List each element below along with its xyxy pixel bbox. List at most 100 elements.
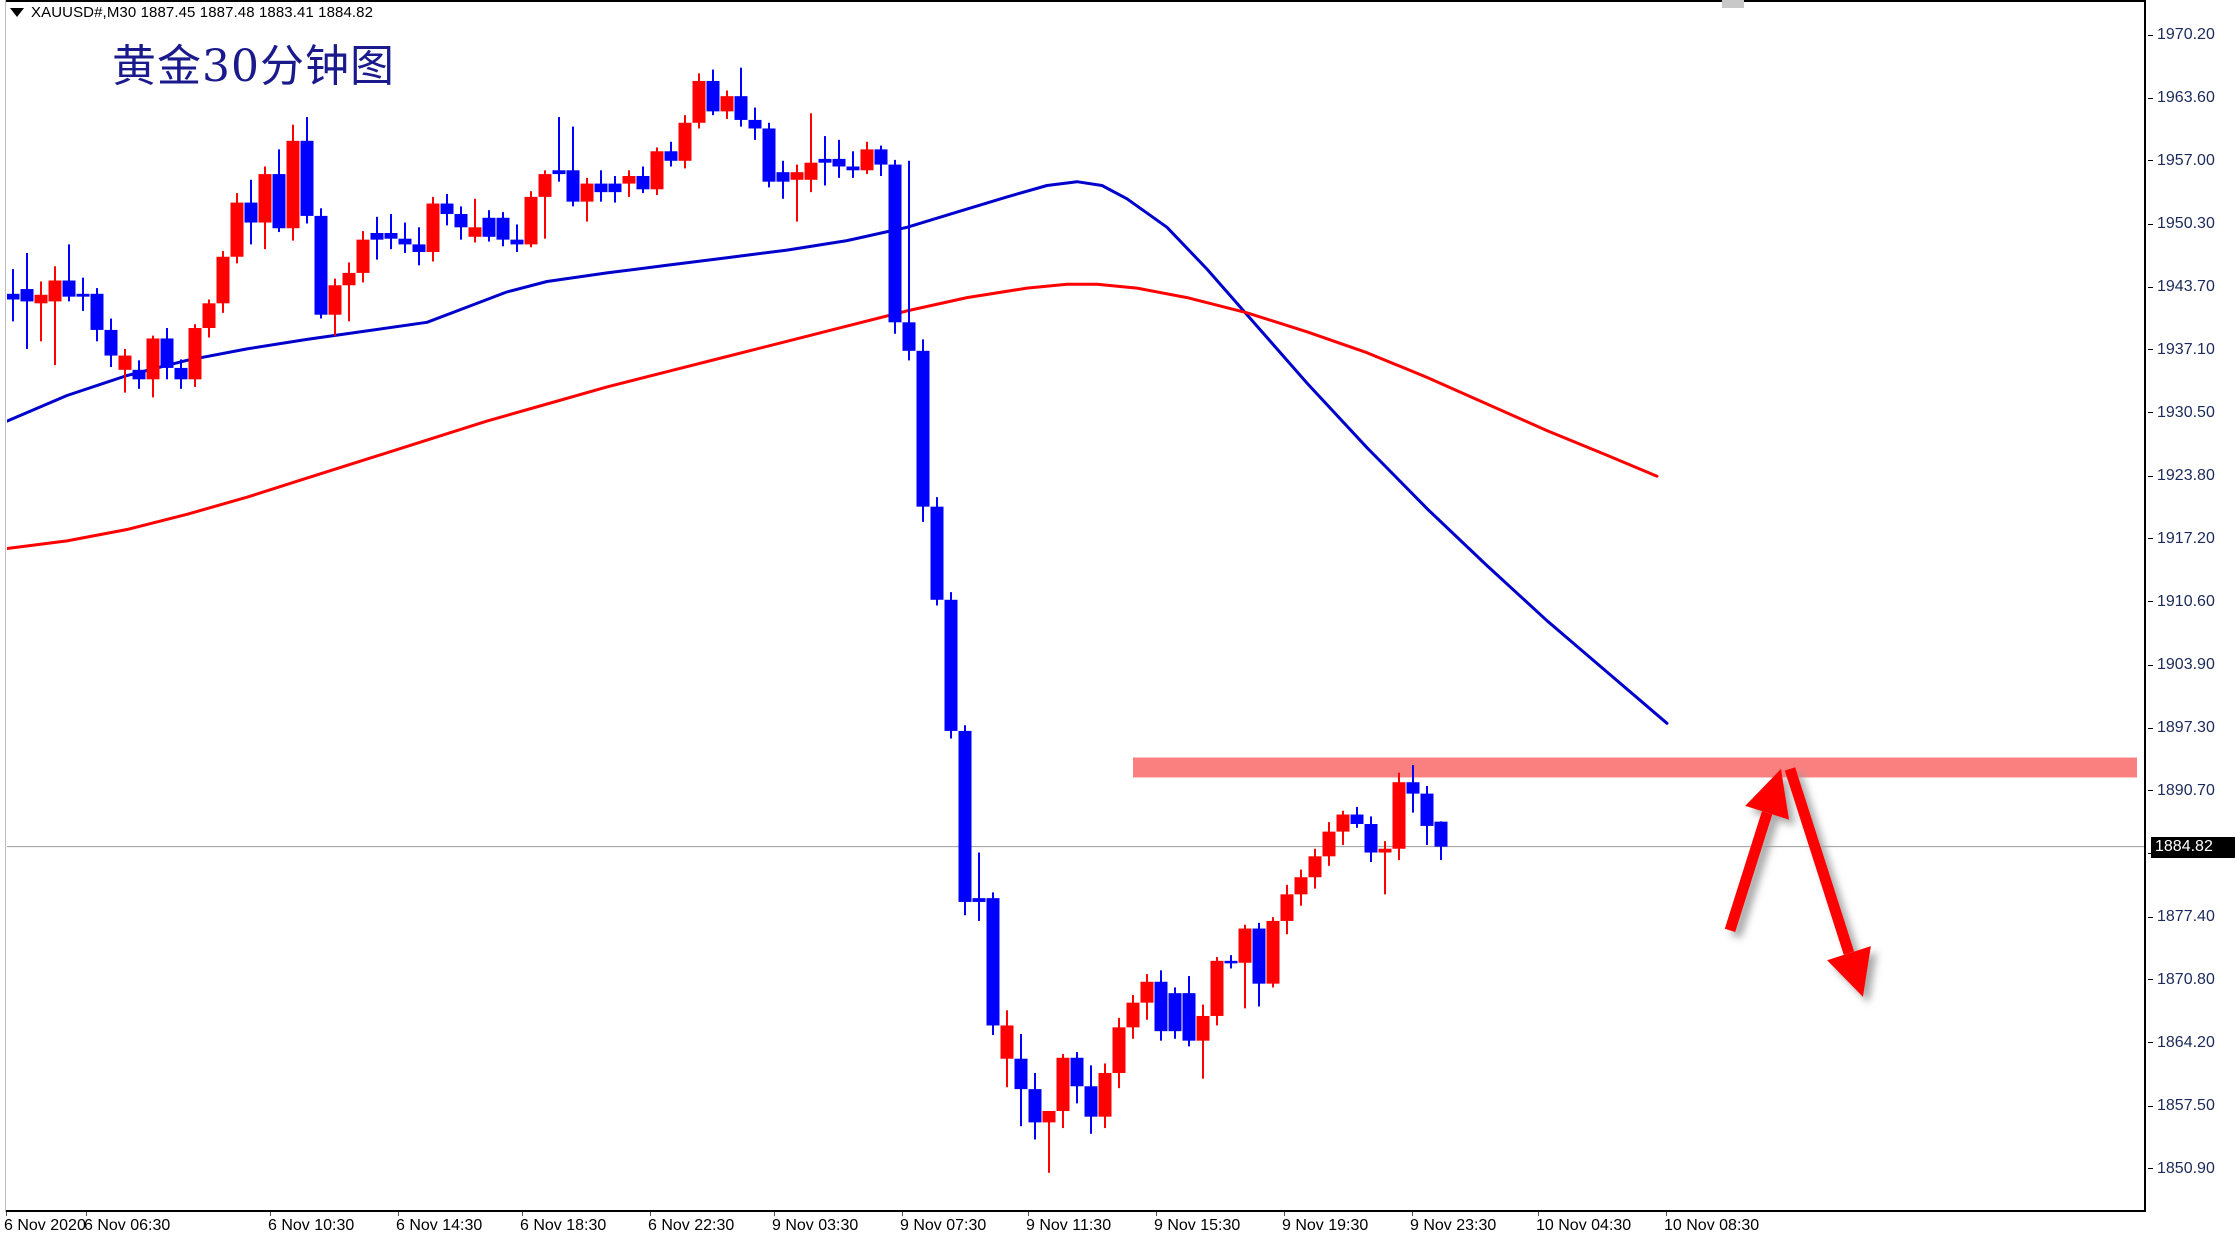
price-tick-mark bbox=[2148, 97, 2153, 99]
time-tick-mark bbox=[1156, 1212, 1157, 1216]
candle-body bbox=[874, 149, 888, 165]
time-tick-label: 10 Nov 08:30 bbox=[1664, 1217, 1760, 1234]
candle-body bbox=[1070, 1057, 1084, 1087]
candle-body bbox=[622, 175, 636, 184]
candle-body bbox=[7, 293, 20, 300]
price-tick-label: 1930.50 bbox=[2157, 403, 2215, 421]
candle-body bbox=[300, 140, 314, 216]
candle-body bbox=[552, 170, 566, 175]
candle-body bbox=[174, 367, 188, 380]
resistance-band-layer bbox=[1133, 757, 2137, 778]
price-tick-mark bbox=[2148, 916, 2153, 918]
candle-body bbox=[510, 239, 524, 245]
candle-body bbox=[272, 174, 286, 229]
time-tick-label: 9 Nov 07:30 bbox=[900, 1217, 987, 1234]
candle-body bbox=[1000, 1025, 1014, 1059]
candle-body bbox=[860, 149, 874, 171]
price-tick-mark bbox=[2148, 852, 2153, 854]
candle-body bbox=[706, 80, 720, 112]
time-tick-mark bbox=[1028, 1212, 1029, 1216]
time-tick-label: 6 Nov 18:30 bbox=[520, 1217, 607, 1234]
price-axis[interactable]: 1884.82 1970.20 1963.60 1957.00 1950.30 1943… bbox=[2148, 0, 2237, 1212]
candle-body bbox=[902, 322, 916, 351]
price-tick-mark bbox=[2148, 286, 2153, 288]
candle-body bbox=[1350, 814, 1364, 825]
price-tick: 1897.30 bbox=[2148, 719, 2215, 737]
price-tick: 1910.60 bbox=[2148, 593, 2215, 611]
price-tick-mark bbox=[2148, 1042, 2153, 1044]
candle-body bbox=[930, 506, 944, 600]
candle-body bbox=[1322, 831, 1336, 857]
time-tick-label: 9 Nov 11:30 bbox=[1026, 1217, 1112, 1234]
candle-body bbox=[944, 599, 958, 731]
arrow-shaft bbox=[1784, 767, 1855, 955]
time-tick-mark bbox=[6, 1212, 7, 1216]
price-tick-mark bbox=[2148, 601, 2153, 603]
candle-body bbox=[762, 128, 776, 182]
candle-body bbox=[958, 730, 972, 902]
price-tick-mark bbox=[2148, 664, 2153, 666]
candle-body bbox=[230, 202, 244, 257]
price-tick-mark bbox=[2148, 475, 2153, 477]
price-tick-mark bbox=[2148, 538, 2153, 540]
candle-body bbox=[76, 293, 90, 297]
candle-body bbox=[1140, 981, 1154, 1003]
time-tick-label: 6 Nov 06:30 bbox=[84, 1217, 171, 1234]
chart-plot-frame bbox=[0, 0, 2146, 1212]
candle-body bbox=[1336, 814, 1350, 832]
candle-body bbox=[692, 80, 706, 123]
candle-body bbox=[132, 369, 146, 380]
candle-body bbox=[160, 338, 174, 368]
candle-body bbox=[832, 158, 846, 167]
candle-body bbox=[1112, 1027, 1126, 1073]
time-tick-mark bbox=[774, 1212, 775, 1216]
price-tick: 1877.40 bbox=[2148, 908, 2215, 926]
candle-body bbox=[412, 244, 426, 253]
candle-body bbox=[1168, 993, 1182, 1032]
candle-body bbox=[608, 183, 622, 193]
candle-body bbox=[34, 294, 48, 304]
candlestick-plot bbox=[7, 67, 2144, 1173]
left-scale-gutter bbox=[0, 0, 6, 1212]
candle-body bbox=[1420, 793, 1434, 826]
chart-header: XAUUSD#,M30 1887.45 1887.48 1883.41 1884… bbox=[10, 2, 373, 22]
time-tick-label: 6 Nov 14:30 bbox=[396, 1217, 483, 1234]
candle-body bbox=[104, 329, 118, 356]
candle-body bbox=[1238, 928, 1252, 963]
price-tick-label: 1917.20 bbox=[2157, 529, 2215, 547]
annotation-arrow-layer bbox=[1724, 767, 1871, 997]
chart-scroll-nub[interactable] bbox=[1722, 0, 1744, 8]
candle-body bbox=[426, 203, 440, 253]
candle-body bbox=[1126, 1002, 1140, 1028]
last-price-label: 1884.82 bbox=[2151, 836, 2235, 858]
ma-line-slow bbox=[7, 282, 1659, 550]
price-tick-label: 1850.90 bbox=[2157, 1159, 2215, 1177]
candle-body bbox=[1294, 877, 1308, 895]
candle-body bbox=[454, 213, 468, 228]
arrow-head bbox=[1827, 946, 1871, 997]
candle-body bbox=[202, 303, 216, 329]
chevron-down-icon[interactable] bbox=[10, 7, 24, 17]
candle-body bbox=[1224, 960, 1238, 964]
time-tick-label: 6 Nov 2020 bbox=[4, 1217, 86, 1234]
candle-body bbox=[440, 203, 454, 214]
candle-body bbox=[1056, 1057, 1070, 1111]
candle-body bbox=[48, 280, 62, 302]
time-tick-mark bbox=[1284, 1212, 1285, 1216]
price-tick: 1870.80 bbox=[2148, 971, 2215, 989]
candle-body bbox=[1308, 856, 1322, 878]
moving-average-layer bbox=[7, 180, 1669, 725]
price-tick-label: 1923.80 bbox=[2157, 467, 2215, 485]
candle-body bbox=[804, 162, 818, 180]
candle-body bbox=[566, 170, 580, 202]
candle-body bbox=[398, 238, 412, 245]
price-tick-mark bbox=[2148, 412, 2153, 414]
candle-body bbox=[972, 898, 986, 902]
candle-body bbox=[146, 338, 160, 380]
candle-body bbox=[314, 215, 328, 315]
price-tick-mark bbox=[2148, 727, 2153, 729]
candle-body bbox=[538, 174, 552, 197]
price-tick: 1850.90 bbox=[2148, 1160, 2215, 1178]
candle-body bbox=[496, 217, 510, 240]
time-axis[interactable]: 6 Nov 2020 6 Nov 06:30 6 Nov 10:30 6 Nov 14… bbox=[0, 1212, 2237, 1248]
